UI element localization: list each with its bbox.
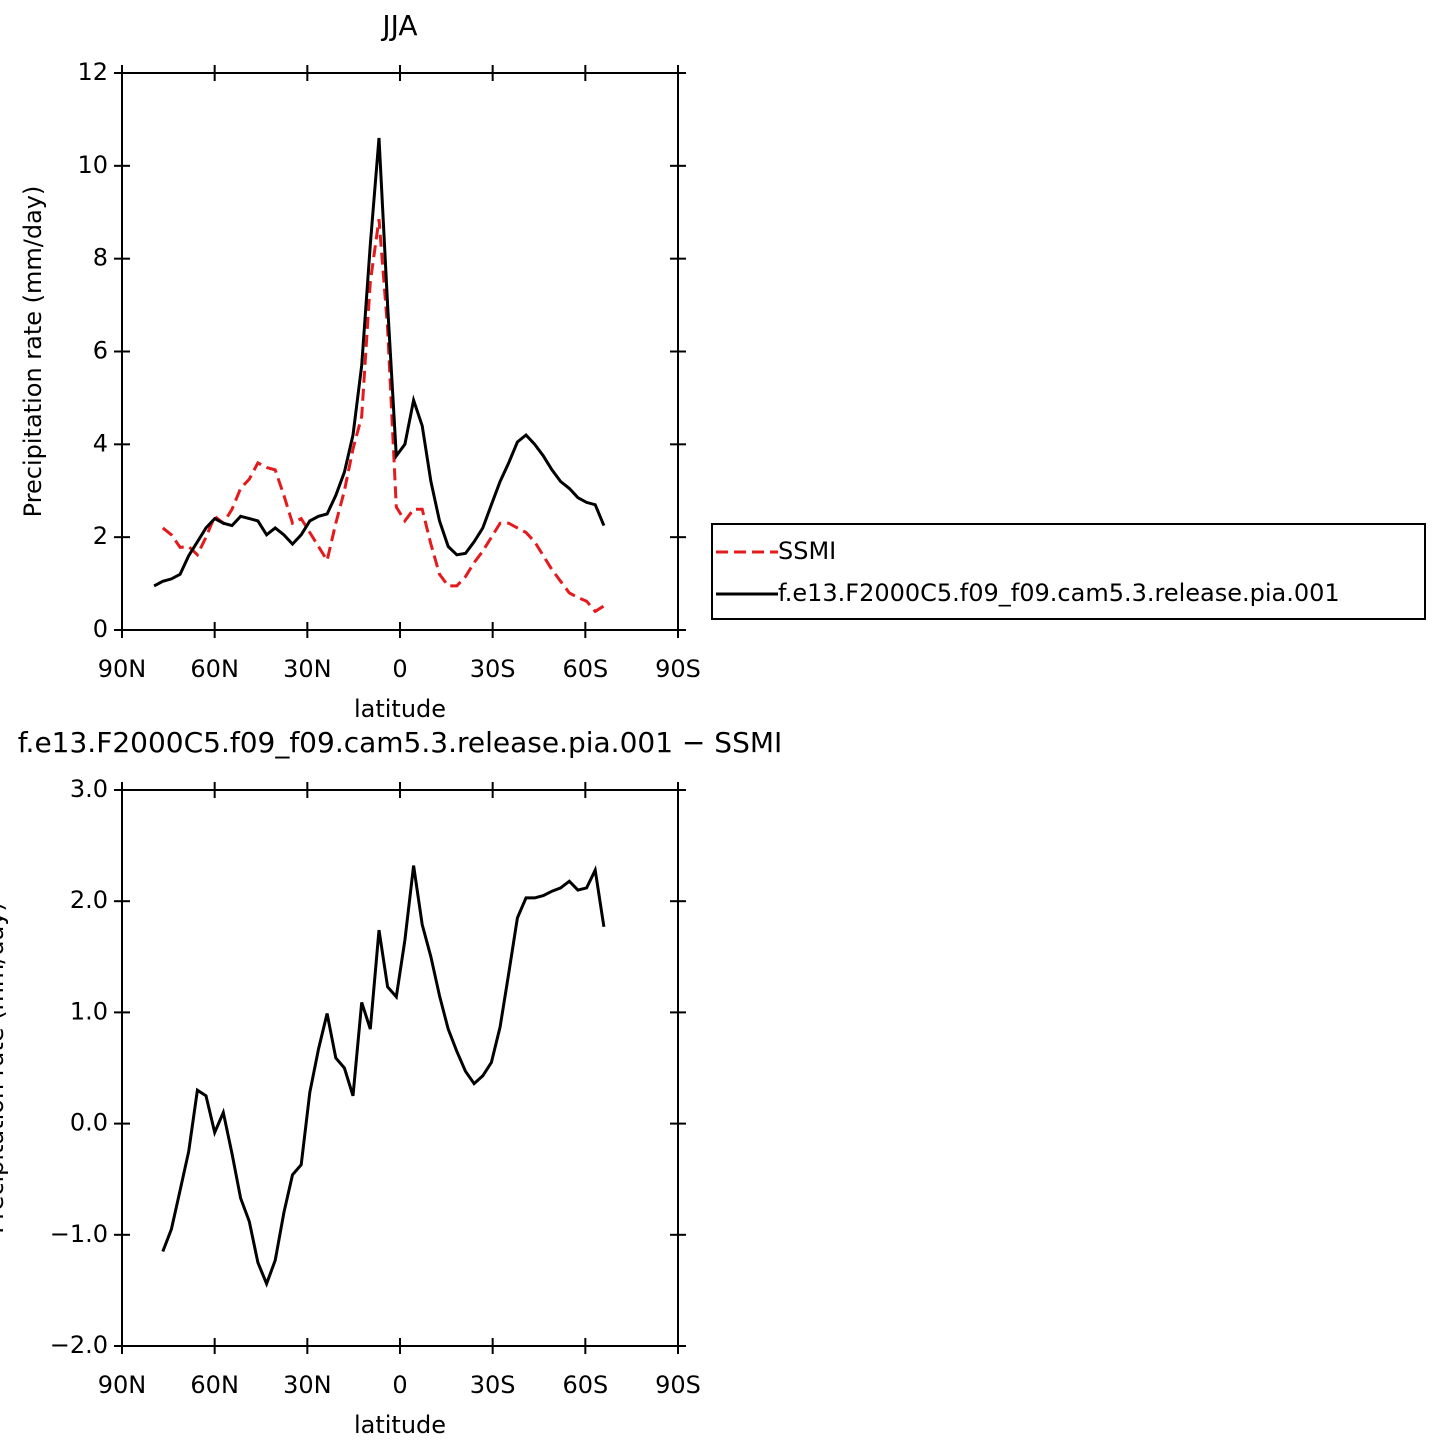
y-tick-label: 1.0: [70, 997, 108, 1025]
x-tick-label: 30N: [283, 655, 332, 683]
x-tick-label: 0: [392, 1371, 407, 1399]
x-tick-label: 90N: [98, 655, 147, 683]
y-tick-label: 4: [93, 429, 108, 457]
y-tick-label: 8: [93, 244, 108, 272]
y-tick-label: 3.0: [70, 775, 108, 803]
y-tick-label: 6: [93, 337, 108, 365]
y-tick-label: −1.0: [50, 1220, 108, 1248]
x-tick-label: 60N: [190, 1371, 239, 1399]
x-tick-label: 60S: [562, 1371, 608, 1399]
y-tick-label: 2.0: [70, 886, 108, 914]
x-tick-label: 90S: [655, 1371, 701, 1399]
y-tick-label: 10: [77, 151, 108, 179]
legend-label: SSMI: [778, 537, 836, 565]
y-axis-label: Precipitation rate (mm/day): [0, 902, 9, 1234]
y-tick-label: 2: [93, 522, 108, 550]
x-tick-label: 30S: [470, 655, 516, 683]
chart-title: JJA: [380, 9, 417, 42]
y-tick-label: −2.0: [50, 1331, 108, 1359]
x-tick-label: 60S: [562, 655, 608, 683]
x-tick-label: 0: [392, 655, 407, 683]
y-axis-label: Precipitation rate (mm/day): [19, 186, 47, 518]
x-axis-label: latitude: [354, 695, 446, 723]
y-tick-label: 12: [77, 58, 108, 86]
y-tick-label: 0.0: [70, 1109, 108, 1137]
line-series: [153, 137, 606, 588]
line-series: [161, 218, 605, 614]
line-series: [161, 865, 606, 1288]
legend-label: f.e13.F2000C5.f09_f09.cam5.3.release.pia…: [778, 579, 1340, 607]
plot-frame: [121, 72, 679, 631]
y-tick-label: 0: [93, 615, 108, 643]
legend-box: [711, 523, 1426, 620]
chart-title: f.e13.F2000C5.f09_f09.cam5.3.release.pia…: [18, 726, 783, 759]
x-tick-label: 90S: [655, 655, 701, 683]
x-tick-label: 90N: [98, 1371, 147, 1399]
x-axis-label: latitude: [354, 1411, 446, 1439]
x-tick-label: 30S: [470, 1371, 516, 1399]
x-tick-label: 60N: [190, 655, 239, 683]
x-tick-label: 30N: [283, 1371, 332, 1399]
